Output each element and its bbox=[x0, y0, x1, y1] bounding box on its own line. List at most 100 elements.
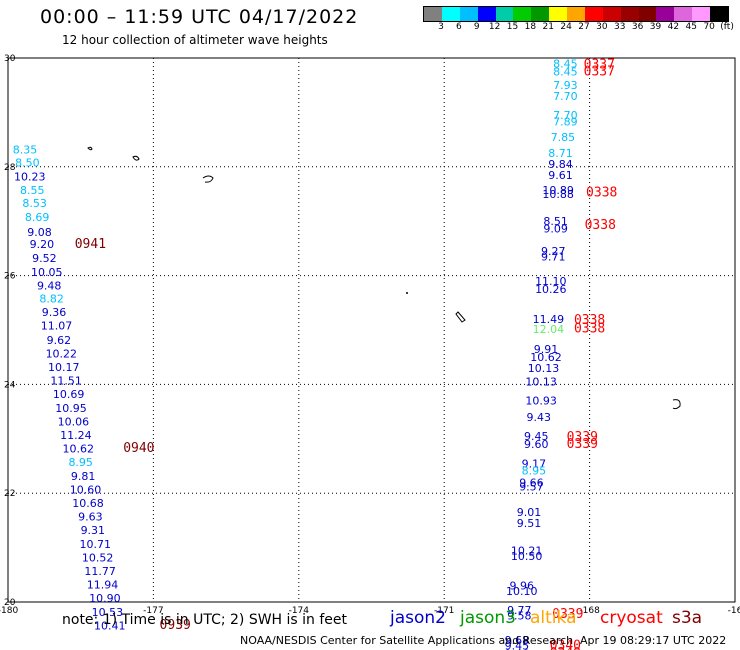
mission-cryosat: cryosat bbox=[600, 608, 663, 628]
lon-tick-label: -171 bbox=[434, 606, 454, 616]
mission-jason3: jason3 bbox=[460, 608, 516, 628]
pass-time-label: 0339 bbox=[552, 607, 583, 622]
coastlines bbox=[87, 146, 681, 410]
wave-height-value: 10.62 bbox=[530, 351, 562, 364]
wave-height-value: 10.13 bbox=[528, 362, 560, 375]
wave-height-value: 7.89 bbox=[553, 116, 578, 129]
wave-height-value: 9.45 bbox=[524, 430, 549, 443]
colorbar-swatch bbox=[567, 7, 585, 21]
colorbar-label: 21 bbox=[542, 22, 554, 32]
wave-height-value: 9.36 bbox=[42, 306, 67, 319]
colorbar-label: 39 bbox=[649, 22, 662, 32]
colorbar-label: 6 bbox=[455, 22, 462, 32]
map-title: 00:00 – 11:59 UTC 04/17/2022 bbox=[40, 6, 359, 28]
wave-height-value: 8.53 bbox=[22, 197, 47, 210]
pass-time-label: 0941 bbox=[75, 237, 106, 252]
colorbar-label: 9 bbox=[473, 22, 480, 32]
colorbar-label: 33 bbox=[614, 22, 626, 32]
pass-time-label: 0338 bbox=[585, 218, 616, 233]
lat-tick-label: 22 bbox=[4, 489, 15, 499]
wave-height-value: 11.10 bbox=[535, 275, 567, 288]
lat-tick-label: 30 bbox=[4, 54, 16, 64]
wave-height-value: 10.60 bbox=[70, 483, 102, 496]
wave-height-value: 10.17 bbox=[48, 361, 80, 374]
credit-line: NOAA/NESDIS Center for Satellite Applica… bbox=[240, 634, 574, 647]
lon-tick-label: -168 bbox=[579, 606, 600, 616]
wave-height-value: 9.08 bbox=[27, 226, 52, 239]
wave-height-value: 10.90 bbox=[89, 592, 121, 605]
wave-height-value: 7.85 bbox=[551, 131, 576, 144]
wave-height-value: 11.24 bbox=[60, 429, 92, 442]
colorbar-swatch bbox=[602, 7, 621, 21]
wave-height-value: 10.23 bbox=[14, 171, 46, 184]
wave-height-value: 9.57 bbox=[519, 481, 544, 494]
island-dot bbox=[406, 292, 408, 294]
colorbar-label: 45 bbox=[685, 22, 698, 32]
wave-height-value: 9.43 bbox=[526, 411, 551, 424]
wave-height-value: 9.27 bbox=[541, 245, 566, 258]
lon-tick-label: -16 bbox=[728, 606, 740, 616]
island-outline bbox=[672, 399, 681, 410]
wave-height-value: 9.63 bbox=[78, 511, 103, 524]
wave-height-value: 8.45 bbox=[553, 66, 578, 79]
wave-height-value: 8.95 bbox=[68, 456, 93, 469]
map-grid bbox=[7, 57, 736, 603]
colorbar-swatch bbox=[495, 7, 514, 21]
colorbar-label: 42 bbox=[667, 22, 680, 32]
pass-time-label: 0338 bbox=[574, 313, 605, 328]
colorbar-swatch bbox=[441, 7, 460, 21]
colorbar-swatch bbox=[513, 7, 532, 21]
colorbar-label: 30 bbox=[596, 22, 608, 32]
wave-height-value: 9.77 bbox=[507, 604, 532, 617]
wave-height-value: 7.93 bbox=[553, 79, 578, 92]
wave-height-value: 9.81 bbox=[71, 470, 96, 483]
wave-height-value: 9.60 bbox=[524, 438, 549, 451]
colorbar-swatch bbox=[638, 7, 657, 21]
wave-height-value: 7.70 bbox=[553, 109, 578, 122]
colorbar-label: 70 bbox=[703, 22, 715, 32]
lon-tick-label: -174 bbox=[289, 606, 310, 616]
island-outline bbox=[87, 146, 93, 151]
colorbar-swatch bbox=[424, 7, 442, 21]
wave-height-value: 9.61 bbox=[548, 169, 573, 182]
island-outline bbox=[455, 311, 466, 323]
wave-height-value: 8.95 bbox=[522, 464, 547, 477]
colorbar-labels: 3 6 9 12 15 18 21 24 27 30 33 36 39 42 45 70 (ft) bbox=[423, 22, 740, 34]
pass-time-label: 0337 bbox=[584, 65, 615, 80]
wave-height-value: 9.62 bbox=[47, 334, 72, 347]
colorbar-swatch bbox=[674, 7, 693, 21]
wave-height-value: 9.01 bbox=[517, 506, 542, 519]
pass-time-labels: 0941094009390337033703380338033803380339… bbox=[75, 57, 618, 650]
wave-height-value: 10.53 bbox=[92, 606, 124, 619]
wave-height-value: 9.66 bbox=[519, 476, 544, 489]
wave-height-value: 8.69 bbox=[25, 211, 50, 224]
wave-height-value: 8.50 bbox=[15, 156, 40, 169]
wave-height-value: 10.89 bbox=[542, 184, 574, 197]
pass-time-label: 0940 bbox=[123, 441, 154, 456]
lat-tick-label: 26 bbox=[4, 272, 16, 282]
wave-height-value: 8.35 bbox=[13, 143, 38, 156]
wave-height-value: 10.26 bbox=[535, 283, 567, 296]
colorbar bbox=[423, 6, 729, 22]
wave-height-value: 10.41 bbox=[94, 619, 126, 632]
wave-height-value: 9.68 bbox=[505, 634, 530, 647]
pass-time-label: 0939 bbox=[160, 618, 191, 633]
wave-height-value: 11.07 bbox=[41, 320, 73, 333]
pass-time-label: 0338 bbox=[574, 321, 605, 336]
wave-height-value: 9.71 bbox=[541, 251, 566, 264]
colorbar-swatch bbox=[710, 7, 728, 21]
colorbar-swatch bbox=[477, 7, 496, 21]
wave-height-value: 7.70 bbox=[553, 90, 578, 103]
wave-height-value: 10.62 bbox=[63, 443, 95, 456]
colorbar-label: 18 bbox=[524, 22, 537, 32]
lat-tick-label: 28 bbox=[4, 163, 16, 173]
wave-height-value: 9.84 bbox=[548, 158, 573, 171]
wave-height-value: 9.51 bbox=[517, 517, 542, 530]
wave-height-value: 9.31 bbox=[81, 524, 106, 537]
map-frame bbox=[7, 57, 736, 603]
colorbar-label: 15 bbox=[506, 22, 519, 32]
island-outline bbox=[132, 155, 140, 161]
colorbar-label: 12 bbox=[488, 22, 501, 32]
wave-height-value: 10.69 bbox=[53, 388, 85, 401]
colorbar-label: (ft) bbox=[720, 22, 734, 32]
